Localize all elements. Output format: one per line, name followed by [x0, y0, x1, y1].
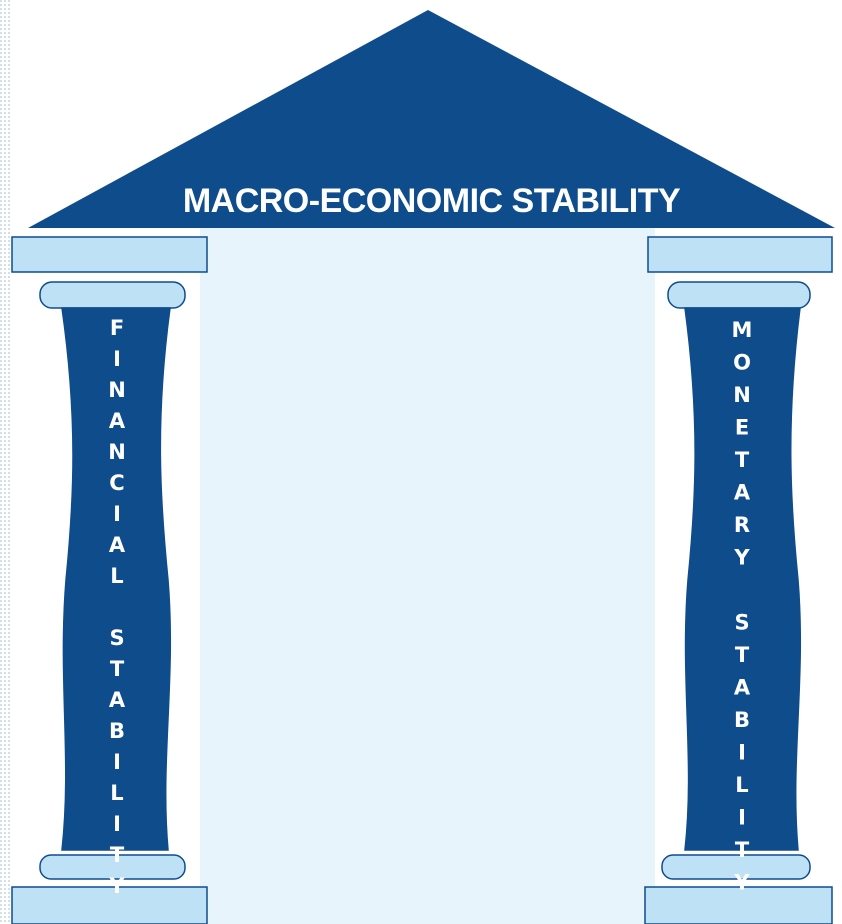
background-panel: [200, 228, 655, 924]
capital-ring: [668, 282, 810, 308]
roof-label: MACRO-ECONOMIC STABILITY: [28, 182, 835, 221]
capital: [648, 237, 832, 272]
page: MACRO-ECONOMIC STABILITY FINANCIAL STABI…: [0, 0, 842, 924]
pillar-label: FINANCIAL STABILITY: [105, 316, 129, 905]
pillar-label: MONETARY STABILITY: [730, 318, 754, 903]
capital: [12, 237, 207, 272]
capital-ring: [40, 282, 185, 308]
side-border: [0, 0, 10, 924]
